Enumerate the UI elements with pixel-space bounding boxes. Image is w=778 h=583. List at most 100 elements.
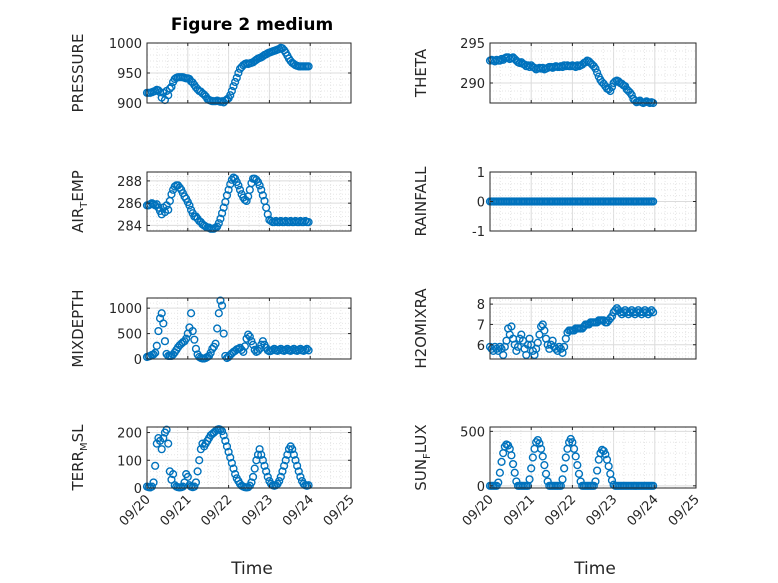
data-point [649,197,658,206]
data-point [257,450,266,459]
data-point [299,217,308,227]
data-point [593,466,602,475]
series-points [142,43,313,107]
grid [490,42,696,103]
series-points [485,304,658,360]
data-point [147,482,157,491]
data-point [182,334,191,343]
data-point [221,436,230,445]
data-point [222,191,232,200]
data-point [188,326,197,336]
data-point [257,185,266,194]
data-point [304,346,313,355]
x-tick-label: 09/20 [460,492,497,529]
data-point [186,309,196,318]
y-tick-label: 0 [477,480,485,495]
subplot-7: 09/20 09/21 09/22 09/23 09/24 09/25 0 100 200 TER… [69,424,358,529]
data-point [240,342,250,351]
data-point [244,330,253,339]
data-point [167,82,176,91]
y-axis-label-main: RAINFALL [412,166,430,237]
y-axis-label: RAINFALL [412,166,430,237]
y-tick-label: -1 [472,225,485,240]
data-point [255,181,264,190]
x-tick-label: 09/21 [158,492,195,529]
data-point [229,464,238,473]
data-point [574,469,584,478]
data-point [560,342,569,351]
data-point [499,350,508,360]
data-point [535,439,544,448]
data-point [508,459,518,469]
y-tick-label: 290 [460,77,485,92]
data-point [494,478,503,487]
data-point [195,456,204,465]
y-axis-label: MIXDEPTH [69,289,87,367]
data-point [253,450,263,459]
data-point [224,447,233,457]
grid [147,426,351,489]
axes-box [146,426,352,489]
data-point [535,330,544,339]
data-point [304,62,313,71]
data-point [263,210,272,219]
data-point [164,439,173,448]
y-axis-label-tail: SL [69,424,87,443]
data-point [538,452,547,461]
data-point [260,461,269,470]
data-point [607,312,617,321]
y-axis-label-tail: EMP [69,170,87,201]
data-point [227,458,236,468]
y-axis-label-main: AIR [69,208,87,233]
data-point [159,433,168,443]
series-points [485,434,658,490]
data-point [219,203,228,212]
data-point [606,86,615,96]
data-point [507,451,516,460]
data-point [231,470,240,479]
data-point [604,462,613,471]
data-point [540,461,549,470]
data-point [169,470,178,479]
data-point [606,314,615,323]
data-point [527,464,536,473]
data-point [247,478,256,487]
y-axis-label-main: MIXDEPTH [69,289,87,367]
data-point [157,445,166,454]
x-tick-label: 09/25 [666,492,703,529]
series-points [142,173,313,233]
y-tick-label: 1000 [109,302,142,317]
y-tick-label: 200 [117,427,142,442]
y-axis-label: SUNFLUX [412,424,433,490]
series-points [485,197,658,206]
data-point [296,472,305,482]
y-axis-label-tail: LUX [412,424,430,453]
data-point [160,337,170,346]
data-point [234,181,243,190]
data-point [154,326,163,336]
y-axis-label-subscript: F [422,453,433,459]
y-tick-label: 295 [460,37,485,52]
data-point [647,306,656,315]
data-point [497,457,506,466]
data-point [206,348,215,358]
data-point [561,453,570,462]
data-point [507,322,516,331]
grid [147,42,351,104]
subplot-4: -1 0 1 RAINFALL [412,166,697,240]
data-point [239,347,248,356]
data-point [219,329,228,338]
x-tick-label: 09/25 [321,492,358,529]
x-tick-label: 09/22 [542,492,579,529]
data-point [593,68,602,77]
axes-box [146,297,352,360]
data-point [275,44,284,54]
y-axis-label-main: THETA [412,48,430,98]
subplot-8: 09/20 09/21 09/22 09/23 09/24 09/25 0 500 SUNFLU… [412,424,703,529]
data-point [276,472,285,482]
data-point [224,185,233,194]
data-point [649,481,658,490]
data-point [258,191,267,200]
